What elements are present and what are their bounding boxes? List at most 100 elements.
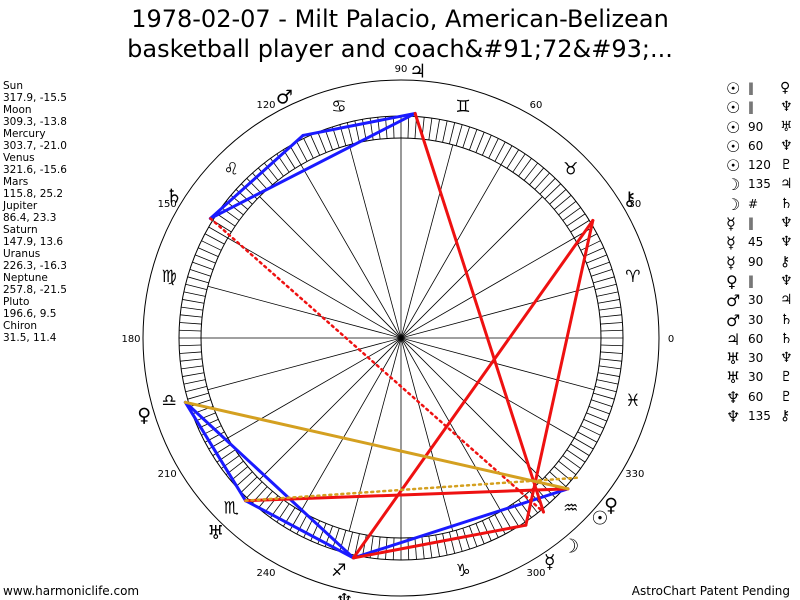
degree-tick [208,226,228,239]
planet-name: Chiron [3,320,38,332]
aspect-planet-2-icon: ♅ [780,118,793,135]
degree-tick [216,213,236,227]
chiron-planet-icon: ⚷ [623,188,637,210]
degree-tick [204,233,225,245]
degree-tick [192,261,214,270]
planet-name: Neptune [3,272,48,284]
aspect-planet-1-icon: ♃ [726,329,741,349]
degree-tick [475,132,485,153]
degree-tick [198,247,219,258]
degree-tick [317,132,327,153]
aspect-row: ☉ ‖ ♆ [724,98,798,117]
degree-tick [346,531,354,554]
aspect-planet-2-icon: ♄ [780,195,793,212]
degree-label: 90 [395,64,408,75]
aspect-planet-2-icon: ♃ [780,176,793,193]
aspect-planet-1-icon: ☉ [726,156,741,176]
degree-tick [392,116,395,139]
degree-tick [246,481,263,498]
degree-tick [580,425,601,436]
aspect-planet-1-icon: ☉ [726,136,741,156]
planet-coords: 115.8, 25.2 [3,188,64,200]
aspect-type: 120 [748,158,771,173]
aspect-line [301,111,417,137]
degree-tick [593,392,615,400]
degree-label: 60 [530,100,543,111]
aspect-line [351,523,528,560]
degree-tick [407,116,410,139]
aspect-type: 30 [748,293,764,308]
degree-tick [539,178,556,195]
degree-tick [596,379,619,385]
aspect-type: 30 [748,351,764,366]
degree-tick [599,314,622,318]
degree-tick [580,240,601,251]
degree-tick [183,291,206,297]
gemini-sign-icon: ♊ [455,97,470,117]
aspect-type: 60 [748,331,764,346]
degree-tick [180,358,203,362]
degree-tick [577,431,598,443]
degree-tick [185,283,208,291]
aspect-type: 90 [748,119,764,134]
degree-tick [289,511,302,531]
degree-tick [549,189,567,205]
degree-tick [558,201,577,216]
degree-tick [296,514,308,535]
planet-coords: 317.9, -15.5 [3,92,67,104]
degree-tick [354,533,360,556]
degree-tick [598,365,621,370]
degree-label: 30 [628,199,641,210]
degree-tick [442,120,448,143]
degree-tick [494,141,506,162]
degree-tick [442,533,448,556]
aspect-planet-1-icon: ☿ [726,252,736,272]
aries-sign-icon: ♈ [625,267,640,287]
aspect-line [208,111,417,220]
aspect-type: 45 [748,235,764,250]
planet-coords: 226.3, -16.3 [3,260,67,272]
planet-name: Uranus [3,248,41,260]
virgo-sign-icon: ♍ [162,267,177,287]
degree-tick [597,372,620,377]
taurus-sign-icon: ♉ [563,159,578,179]
aspect-planet-1-icon: ☽ [726,194,741,214]
degree-tick [421,536,425,559]
degree-tick [500,145,513,165]
degree-tick [594,283,617,291]
aspect-type: 135 [748,177,771,192]
degree-label: 240 [256,568,275,579]
aspect-planet-2-icon: ⚷ [780,253,791,270]
aspect-type: 30 [748,312,764,327]
degree-tick [591,269,613,277]
aspect-planet-2-icon: ♆ [780,350,793,367]
degree-tick [195,254,216,264]
degree-tick [566,449,586,463]
aspect-planet-2-icon: ♄ [780,330,793,347]
degree-tick [377,536,381,559]
degree-tick [435,534,440,557]
degree-tick [586,254,607,264]
aspect-planet-1-icon: ♅ [726,368,741,388]
degree-label: 300 [526,568,545,579]
degree-tick [481,135,492,156]
moon-planet-icon: ☽ [562,535,579,557]
degree-tick [600,322,623,325]
degree-tick [506,507,519,527]
degree-tick [455,124,463,146]
aspect-planet-2-icon: ♆ [780,99,793,116]
website-link[interactable]: www.harmoniclife.com [3,584,140,598]
aspect-type: 90 [748,254,764,269]
degree-tick [181,365,204,370]
aspect-type: ‖ [748,273,754,288]
planet-coords: 147.9, 13.6 [3,236,64,248]
aspect-planet-1-icon: ☿ [726,233,736,253]
degree-tick [523,162,538,181]
aspect-planet-1-icon: ♆ [726,407,741,427]
chart-title-line1: 1978-02-07 - Milt Palacio, American-Beli… [131,5,669,33]
leo-sign-icon: ♌ [224,159,239,179]
aspect-row: ☿ 45 ♆ [724,233,798,252]
degree-tick [600,344,623,347]
degree-tick [179,344,202,347]
degree-tick [185,385,208,393]
